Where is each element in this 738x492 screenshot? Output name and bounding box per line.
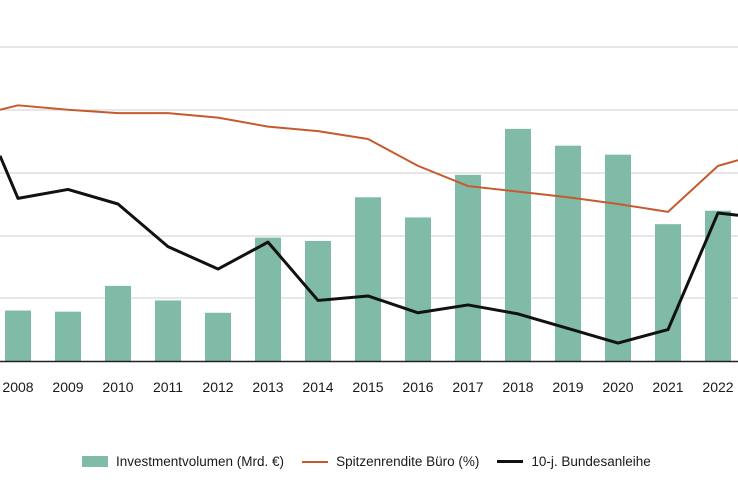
x-tick-2020: 2020 [602,379,633,395]
bar-2018 [505,128,531,361]
legend-item-investment: Investmentvolumen (Mrd. €) [82,454,284,469]
bar-2008 [5,310,31,361]
legend-swatch-spitzenrendite [302,460,329,463]
spitzenrendite-line [0,104,738,213]
bar-2010 [105,285,131,361]
legend-label-bundesanleihe: 10-j. Bundesanleihe [531,454,651,469]
legend-label-spitzenrendite: Spitzenrendite Büro (%) [336,454,480,469]
bundesanleihe-line [0,155,738,345]
legend-item-bundesanleihe: 10-j. Bundesanleihe [497,454,651,469]
x-tick-2015: 2015 [352,379,383,395]
x-tick-2012: 2012 [202,379,233,395]
bar-2011 [155,300,181,361]
bar-2009 [55,311,81,361]
bar-2015 [355,197,381,361]
bar-2012 [205,312,231,361]
x-tick-2021: 2021 [652,379,683,395]
x-tick-2018: 2018 [502,379,533,395]
legend-swatch-bundesanleihe [497,460,524,463]
x-tick-2008: 2008 [2,379,33,395]
bar-2013 [255,237,281,361]
x-tick-2014: 2014 [302,379,333,395]
x-tick-2017: 2017 [452,379,483,395]
x-tick-2010: 2010 [102,379,133,395]
legend-label-investment: Investmentvolumen (Mrd. €) [116,454,285,469]
bar-2017 [455,174,481,361]
x-tick-2016: 2016 [402,379,433,395]
legend-swatch-investment [82,456,108,467]
x-tick-2011: 2011 [153,379,183,395]
x-tick-2013: 2013 [252,379,283,395]
x-tick-2019: 2019 [552,379,583,395]
x-tick-labels: 2008 2009 2010 2011 2012 2013 2014 2015 2016 2017… [2,379,733,395]
x-tick-2022: 2022 [702,379,733,395]
investment-bars [5,128,731,361]
x-tick-2009: 2009 [52,379,83,395]
legend: Investmentvolumen (Mrd. €) Spitzenrendit… [82,454,669,469]
bar-2016 [405,217,431,361]
bar-2020 [605,154,631,361]
legend-item-spitzenrendite: Spitzenrendite Büro (%) [302,454,479,469]
bar-2021 [655,224,681,361]
